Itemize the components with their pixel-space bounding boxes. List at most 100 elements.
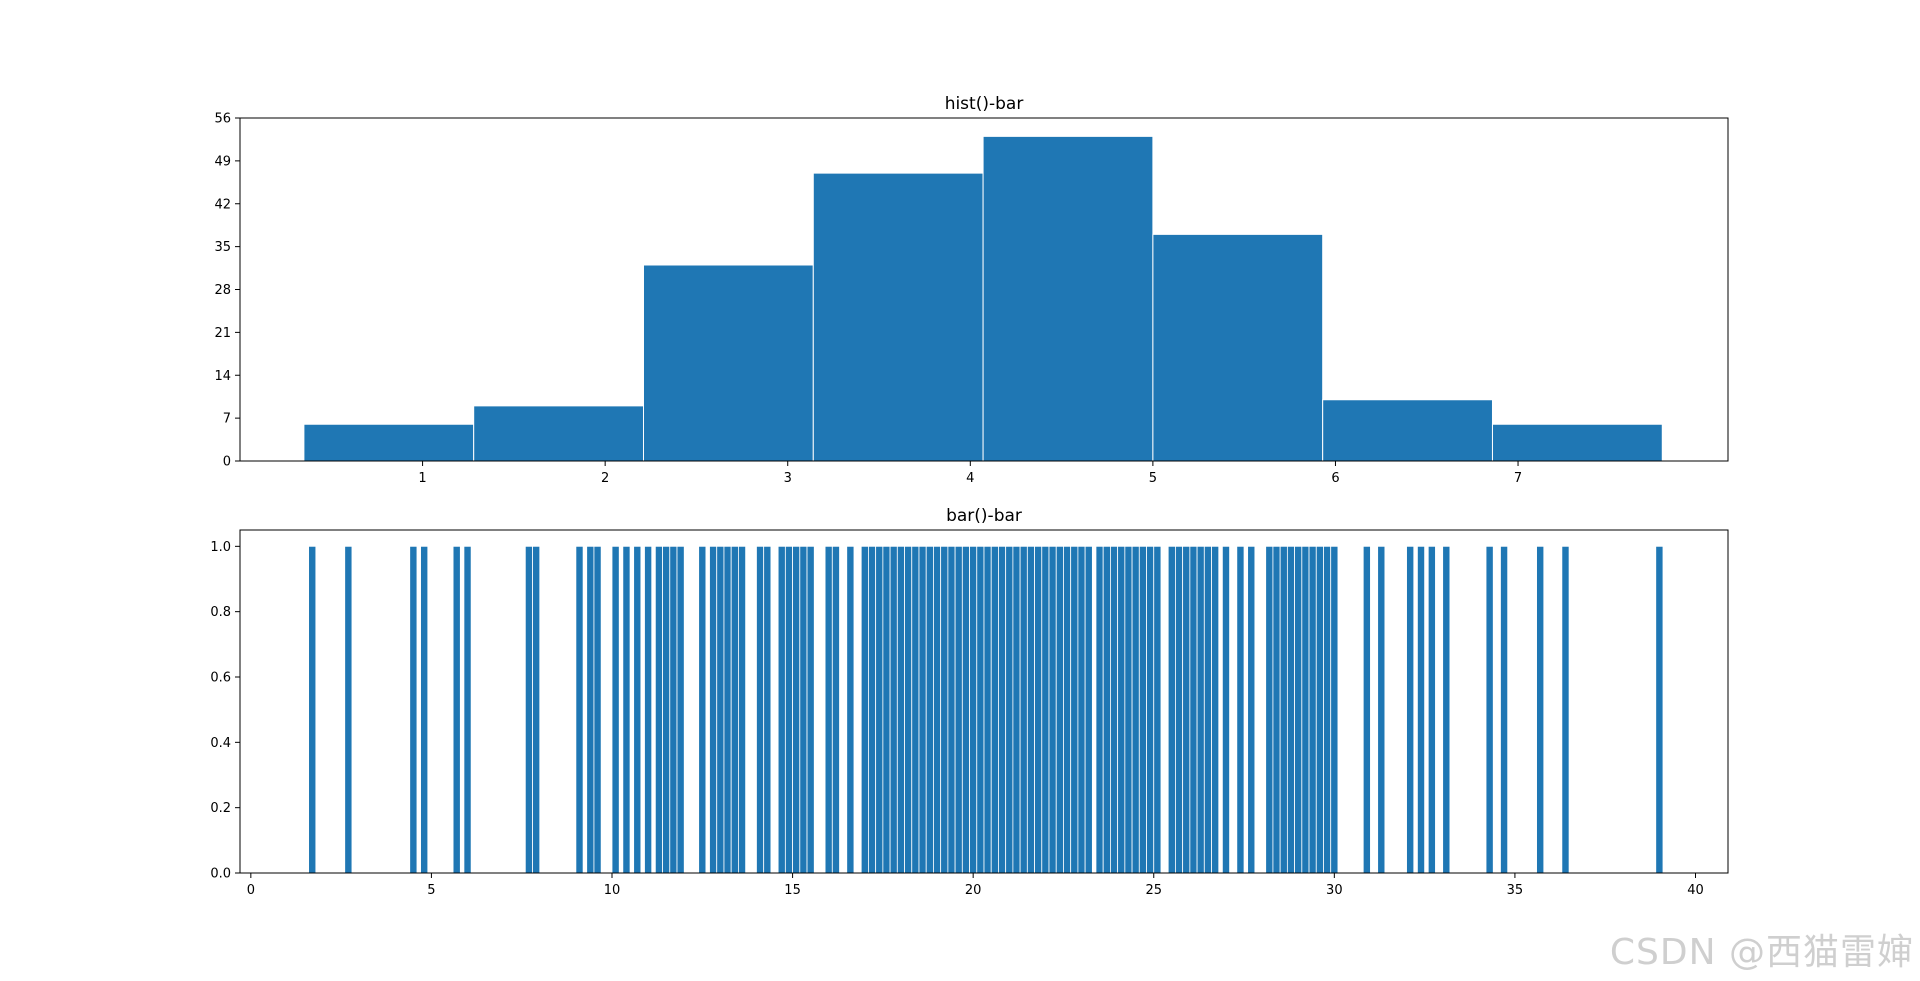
bar-chart-bar	[524, 545, 533, 874]
histogram-bar	[982, 135, 1154, 462]
bar-chart-x-ticks: 0 5 10 15 20 25 30 35 40	[247, 873, 1704, 898]
hist-y-tick-label: 42	[214, 197, 231, 212]
bar-chart-bar	[831, 545, 840, 874]
bar-chart-bar	[896, 545, 905, 874]
bar-chart-bar	[532, 545, 541, 874]
bar-chart-bar	[1070, 545, 1079, 874]
bar-chart-bar	[1138, 545, 1147, 874]
bar-chart-bar	[1117, 545, 1126, 874]
histogram-y-ticks: 0 7 14 21 28 35 42 49 56	[214, 112, 240, 470]
bar-chart-bar	[1655, 545, 1664, 874]
bar-chart-bar	[1084, 545, 1093, 874]
bar-subplot: bar()-bar 0 5 10 15 20 25 30 35 40 0.00.20.40.60…	[210, 506, 1729, 898]
bar-chart-bar	[1041, 545, 1050, 874]
bar-chart-bar	[1500, 545, 1509, 874]
bar-chart-bar	[1196, 545, 1205, 874]
bar-chart-bar	[1442, 545, 1451, 874]
bar-chart-bar	[1012, 545, 1021, 874]
bar-chart-bar	[308, 545, 317, 874]
bar-chart-bar	[1377, 545, 1386, 874]
bar-chart-bar	[1323, 545, 1332, 874]
bar-chart-bar	[889, 545, 898, 874]
bar-chart-bar	[1427, 545, 1436, 874]
bar-y-tick-label: 0.4	[210, 736, 231, 751]
bar-chart-bar	[1167, 545, 1176, 874]
bar-chart-bar	[1055, 545, 1064, 874]
bar-chart-bar	[1272, 545, 1281, 874]
bar-chart-bar	[1189, 545, 1198, 874]
bar-chart-bar	[452, 545, 461, 874]
bar-chart-bar	[1005, 545, 1014, 874]
bar-chart-y-ticks: 0.0 0.2 0.4 0.6 0.8 1.0	[210, 540, 240, 882]
bar-chart-bar	[1211, 545, 1220, 874]
bar-chart-bar	[1416, 545, 1426, 874]
bar-x-tick-label: 5	[427, 883, 435, 898]
bar-chart-bar	[1102, 545, 1111, 874]
bar-chart-bar	[918, 545, 927, 874]
hist-x-tick-label: 5	[1149, 471, 1157, 486]
bar-chart-bar	[998, 545, 1007, 874]
bar-chart-bar	[1034, 545, 1043, 874]
bar-chart-bar	[1362, 545, 1371, 874]
bar-chart-bar	[586, 545, 595, 874]
bar-chart-bar	[1110, 545, 1119, 874]
bar-chart-bar	[669, 545, 678, 874]
bar-chart-axes-frame	[239, 529, 1729, 874]
bar-chart-bar	[593, 545, 602, 874]
bar-chart-bar	[983, 545, 992, 874]
bar-chart-bar	[969, 545, 978, 874]
bar-chart-bar	[1146, 545, 1155, 874]
bar-chart-bar	[575, 545, 584, 874]
histogram-bar	[473, 405, 644, 462]
bar-chart-bar	[716, 545, 725, 874]
hist-x-tick-label: 4	[966, 471, 974, 486]
bar-chart-bar	[875, 545, 884, 874]
bar-chart-bar	[1301, 545, 1310, 874]
bar-chart-bar	[1315, 545, 1324, 874]
bar-chart-bar	[1131, 545, 1140, 874]
watermark-text: CSDN @西猫雷婶	[1609, 932, 1914, 973]
bar-x-tick-label: 25	[1145, 883, 1162, 898]
bar-chart-bar	[723, 545, 732, 874]
bar-chart-bar	[806, 545, 815, 874]
bar-chart-bar	[799, 545, 808, 874]
hist-x-tick-label: 1	[418, 471, 426, 486]
histogram-title: hist()-bar	[945, 94, 1024, 114]
bar-chart-bar	[1175, 545, 1184, 874]
bar-chart-bar	[1221, 545, 1230, 874]
hist-y-tick-label: 14	[214, 369, 231, 384]
bar-chart-bar	[654, 545, 663, 874]
bar-chart-title: bar()-bar	[946, 506, 1022, 526]
bar-chart-bar	[763, 545, 772, 874]
bar-chart-bar	[1077, 545, 1086, 874]
histogram-x-ticks: 1 2 3 4 5 6 7	[418, 461, 1522, 486]
bar-chart-bar	[611, 545, 620, 874]
bar-chart-bar	[904, 545, 913, 874]
histogram-bar	[642, 264, 814, 462]
bar-chart-bar	[1063, 545, 1072, 874]
bar-chart-bar	[976, 545, 985, 874]
bar-chart-bar	[1247, 545, 1256, 874]
bar-chart-bar	[1265, 545, 1274, 874]
histogram-axes-frame	[239, 117, 1729, 462]
bar-chart-bar	[961, 545, 970, 874]
bar-chart-bar	[1485, 545, 1494, 874]
histogram-bar	[303, 423, 475, 462]
hist-x-tick-label: 7	[1514, 471, 1522, 486]
bar-x-tick-label: 30	[1326, 883, 1343, 898]
bar-chart-bar	[344, 545, 353, 874]
histogram-bar	[1491, 423, 1663, 462]
histogram-bar	[1152, 233, 1324, 462]
hist-x-tick-label: 3	[784, 471, 792, 486]
bar-x-tick-label: 20	[965, 883, 982, 898]
bar-chart-bar	[911, 545, 920, 874]
bar-chart-bar	[1203, 545, 1212, 874]
histogram-bar	[812, 172, 984, 462]
bar-y-tick-label: 0.6	[210, 671, 231, 686]
bar-chart-bar	[1048, 545, 1057, 874]
bar-chart-bar	[1153, 545, 1162, 874]
bar-chart-bar	[1182, 545, 1191, 874]
bar-chart-bar	[463, 545, 472, 874]
bar-chart-bar	[1286, 545, 1296, 874]
bar-chart-bar	[947, 545, 956, 874]
